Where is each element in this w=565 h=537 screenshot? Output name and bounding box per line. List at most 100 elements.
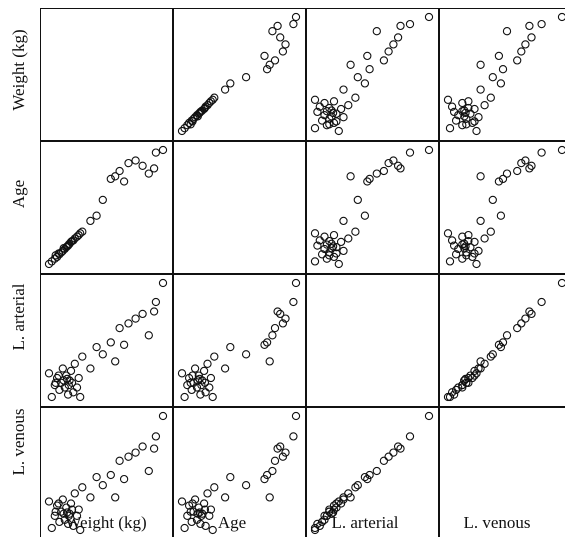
data-point bbox=[220, 493, 230, 502]
y-label-l-venous: L. venous bbox=[9, 408, 28, 475]
data-point bbox=[329, 97, 339, 106]
data-point bbox=[537, 19, 546, 29]
data-point bbox=[372, 466, 381, 476]
panel-l-arterial-vs-weight bbox=[44, 278, 168, 402]
data-point bbox=[158, 411, 168, 421]
data-point bbox=[220, 85, 230, 94]
data-point bbox=[525, 164, 534, 173]
data-point bbox=[396, 164, 405, 173]
data-point bbox=[67, 236, 77, 246]
data-point bbox=[187, 517, 196, 527]
panel-frame bbox=[306, 8, 439, 141]
data-point bbox=[451, 116, 461, 125]
data-point bbox=[351, 93, 360, 102]
data-point bbox=[106, 338, 115, 347]
x-label-age: Age bbox=[218, 513, 246, 532]
data-point bbox=[278, 47, 288, 56]
data-point bbox=[527, 161, 536, 170]
x-label-weight: Weight (kg) bbox=[65, 513, 146, 532]
data-point bbox=[115, 166, 124, 176]
data-point bbox=[138, 161, 147, 170]
data-point bbox=[389, 156, 398, 165]
data-point bbox=[363, 177, 372, 186]
data-point bbox=[525, 307, 534, 316]
data-point bbox=[188, 117, 197, 126]
data-point bbox=[462, 120, 471, 129]
data-point bbox=[208, 95, 217, 104]
data-point bbox=[177, 126, 187, 136]
data-point bbox=[194, 503, 203, 512]
data-point bbox=[205, 511, 214, 520]
data-point bbox=[424, 145, 434, 155]
data-point bbox=[360, 472, 370, 482]
data-point bbox=[460, 112, 469, 121]
data-point bbox=[201, 521, 210, 531]
data-point bbox=[313, 107, 322, 117]
data-point bbox=[462, 378, 471, 387]
data-point bbox=[424, 12, 434, 22]
data-point bbox=[332, 499, 341, 508]
data-point bbox=[476, 357, 485, 366]
data-point bbox=[494, 340, 504, 349]
data-point bbox=[177, 369, 187, 378]
data-point bbox=[480, 101, 489, 110]
data-point bbox=[115, 456, 124, 465]
data-point bbox=[115, 323, 124, 333]
data-point bbox=[458, 232, 467, 241]
data-point bbox=[447, 236, 457, 245]
data-point bbox=[470, 117, 479, 126]
data-point bbox=[138, 309, 147, 319]
data-point bbox=[62, 242, 72, 251]
data-point bbox=[494, 177, 504, 186]
data-point bbox=[158, 278, 168, 288]
data-point bbox=[144, 466, 153, 476]
data-point bbox=[327, 106, 336, 115]
data-point bbox=[111, 172, 120, 181]
data-point bbox=[273, 21, 282, 31]
data-point bbox=[310, 124, 320, 133]
data-point bbox=[289, 297, 298, 307]
data-point bbox=[470, 237, 479, 247]
data-point bbox=[443, 95, 453, 104]
data-point bbox=[195, 508, 204, 517]
data-point bbox=[206, 373, 216, 383]
data-point bbox=[200, 378, 210, 387]
panel-frame bbox=[306, 407, 439, 537]
data-point bbox=[149, 164, 159, 173]
data-point bbox=[525, 21, 534, 31]
data-point bbox=[210, 483, 219, 492]
data-point bbox=[131, 448, 140, 457]
panel-l-arterial-vs-l-venous bbox=[443, 278, 565, 402]
data-point bbox=[98, 481, 107, 490]
data-point bbox=[476, 216, 485, 226]
data-point bbox=[210, 352, 219, 361]
data-point bbox=[458, 98, 467, 108]
data-point bbox=[195, 108, 204, 118]
data-point bbox=[199, 499, 209, 508]
panel-frame bbox=[173, 8, 306, 141]
variable-labels: Weight (kg) Age L. arterial L. venous We… bbox=[9, 29, 531, 532]
data-point bbox=[346, 60, 355, 69]
data-point bbox=[70, 489, 79, 498]
data-point bbox=[486, 352, 495, 361]
data-point bbox=[476, 60, 485, 69]
data-point bbox=[365, 65, 374, 74]
data-point bbox=[496, 211, 506, 220]
data-point bbox=[268, 466, 277, 476]
data-point bbox=[188, 499, 197, 508]
data-point bbox=[351, 483, 360, 492]
panel-weight-vs-age bbox=[177, 12, 301, 136]
data-point bbox=[365, 174, 374, 184]
data-point bbox=[63, 519, 73, 529]
data-point bbox=[325, 120, 334, 129]
data-point bbox=[472, 259, 481, 269]
data-point bbox=[353, 195, 362, 205]
data-point bbox=[177, 497, 187, 506]
data-point bbox=[393, 161, 403, 170]
data-point bbox=[281, 314, 290, 323]
data-point bbox=[320, 98, 329, 108]
data-point bbox=[54, 499, 63, 508]
panel-frame bbox=[173, 407, 306, 537]
data-point bbox=[334, 126, 343, 136]
